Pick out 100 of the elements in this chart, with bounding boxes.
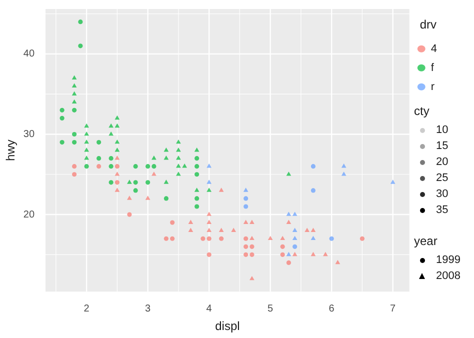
point bbox=[108, 164, 114, 169]
point bbox=[280, 236, 286, 240]
point bbox=[390, 180, 396, 184]
x-tick-label: 7 bbox=[390, 303, 396, 314]
point bbox=[286, 220, 292, 224]
point bbox=[286, 260, 292, 265]
point bbox=[60, 116, 64, 120]
point bbox=[194, 172, 200, 177]
y-tick-label: 20 bbox=[23, 209, 35, 220]
point bbox=[341, 172, 346, 176]
text: year bbox=[414, 234, 438, 248]
text: 1999 bbox=[436, 254, 460, 266]
point bbox=[360, 236, 365, 241]
x-tick-label: 5 bbox=[268, 303, 274, 314]
point bbox=[133, 188, 138, 193]
point bbox=[194, 204, 200, 209]
point bbox=[96, 164, 102, 169]
text: 10 bbox=[436, 124, 448, 136]
point bbox=[310, 228, 316, 232]
point bbox=[108, 180, 114, 185]
point bbox=[72, 99, 77, 104]
point bbox=[200, 236, 206, 241]
point bbox=[286, 172, 292, 176]
point bbox=[152, 172, 156, 176]
point bbox=[206, 228, 212, 232]
point bbox=[176, 139, 181, 144]
point bbox=[114, 180, 120, 185]
text: 20 bbox=[436, 156, 448, 168]
point bbox=[292, 244, 298, 249]
point bbox=[84, 131, 89, 136]
text: cty bbox=[414, 104, 430, 118]
point bbox=[72, 108, 77, 112]
point bbox=[188, 220, 194, 224]
point bbox=[84, 123, 89, 128]
point bbox=[219, 236, 224, 241]
point bbox=[194, 148, 200, 152]
text: 25 bbox=[436, 172, 448, 184]
point bbox=[250, 252, 254, 257]
point bbox=[244, 204, 248, 209]
point bbox=[244, 236, 248, 241]
point bbox=[304, 228, 310, 232]
point bbox=[310, 236, 316, 240]
point bbox=[310, 252, 316, 256]
point bbox=[114, 148, 120, 152]
point bbox=[292, 212, 298, 216]
point bbox=[72, 91, 77, 96]
point bbox=[188, 228, 194, 232]
point bbox=[268, 236, 273, 240]
point bbox=[206, 180, 212, 184]
x-tick-label: 6 bbox=[328, 303, 335, 314]
point bbox=[114, 188, 120, 192]
point bbox=[146, 164, 150, 169]
point bbox=[72, 83, 77, 88]
point bbox=[164, 156, 169, 160]
point bbox=[176, 164, 181, 168]
point bbox=[231, 228, 236, 232]
point bbox=[250, 244, 254, 249]
point bbox=[176, 172, 181, 176]
point bbox=[250, 276, 254, 280]
point bbox=[286, 252, 292, 256]
point bbox=[164, 148, 169, 152]
point bbox=[243, 188, 248, 192]
point bbox=[310, 188, 316, 193]
x-tick-label: 2 bbox=[84, 303, 90, 314]
point bbox=[292, 236, 298, 240]
text: 2008 bbox=[436, 270, 460, 282]
point bbox=[244, 252, 248, 257]
point bbox=[206, 252, 212, 257]
point bbox=[182, 164, 187, 168]
point bbox=[72, 164, 77, 169]
point bbox=[164, 180, 169, 184]
point bbox=[133, 164, 138, 169]
point bbox=[60, 140, 64, 145]
point bbox=[292, 252, 298, 256]
point bbox=[114, 172, 120, 176]
point bbox=[145, 196, 150, 200]
point bbox=[250, 220, 254, 224]
point bbox=[114, 123, 120, 128]
point bbox=[96, 156, 102, 161]
x-axis-title: displ bbox=[215, 319, 240, 334]
point bbox=[244, 244, 248, 249]
point bbox=[114, 115, 120, 120]
point bbox=[286, 212, 292, 216]
point bbox=[310, 164, 316, 169]
point bbox=[250, 236, 254, 240]
point bbox=[72, 172, 77, 177]
point bbox=[206, 236, 212, 241]
point bbox=[194, 196, 200, 201]
point bbox=[244, 196, 248, 201]
point bbox=[329, 236, 334, 241]
point bbox=[194, 156, 200, 161]
point bbox=[335, 260, 340, 264]
point bbox=[206, 212, 212, 216]
point bbox=[114, 156, 120, 160]
y-tick-label: 30 bbox=[23, 128, 35, 140]
legend-title: drv bbox=[420, 17, 437, 32]
point bbox=[206, 164, 212, 168]
legend-label: f bbox=[430, 62, 435, 74]
legend-label: 4 bbox=[430, 42, 438, 55]
x-tick-label: 4 bbox=[206, 303, 212, 314]
